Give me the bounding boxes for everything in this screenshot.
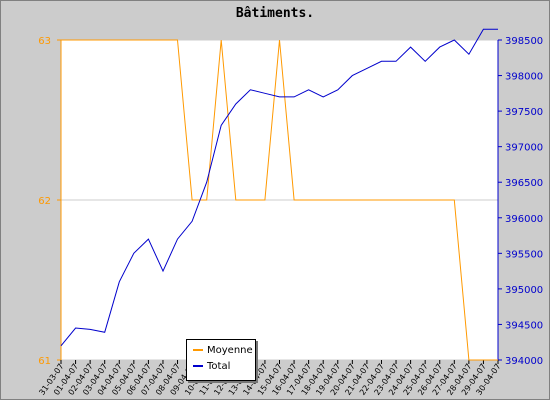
right-tick-label-396000: 396000 [505, 214, 543, 225]
right-tick-label-397000: 397000 [505, 143, 543, 154]
left-tick-label-63: 63 [38, 36, 51, 47]
right-axis: 394000 394500 395000 395500 396000 396500 3970… [497, 36, 543, 367]
legend-label-moyenne: Moyenne [207, 345, 253, 356]
legend-swatch-moyenne [193, 349, 203, 351]
right-tick-label-395000: 395000 [505, 285, 543, 296]
right-tick-label-396500: 396500 [505, 178, 543, 189]
legend-item-total: Total [193, 360, 230, 374]
series-layer [60, 28, 498, 361]
right-tick-label-398500: 398500 [505, 36, 543, 47]
legend-swatch-total [193, 365, 203, 367]
left-axis: 61 62 63 [38, 36, 62, 367]
x-axis: 31-03-0701-04-0702-04-0703-04-0704-04-07… [37, 360, 503, 397]
right-tick-label-394500: 394500 [505, 320, 543, 331]
right-tick-label-397500: 397500 [505, 107, 543, 118]
legend-label-total: Total [207, 361, 231, 372]
chart-title: Bâtiments. [236, 6, 314, 21]
right-tick-label-395500: 395500 [505, 249, 543, 260]
series-line-moyenne [61, 39, 498, 361]
left-tick-label-61: 61 [38, 356, 51, 367]
series-line-total [60, 28, 498, 347]
right-tick-label-394000: 394000 [505, 356, 543, 367]
legend: Moyenne Total [186, 339, 256, 381]
legend-item-moyenne: Moyenne [193, 344, 253, 358]
right-tick-label-398000: 398000 [505, 72, 543, 83]
left-tick-label-62: 62 [38, 196, 51, 207]
